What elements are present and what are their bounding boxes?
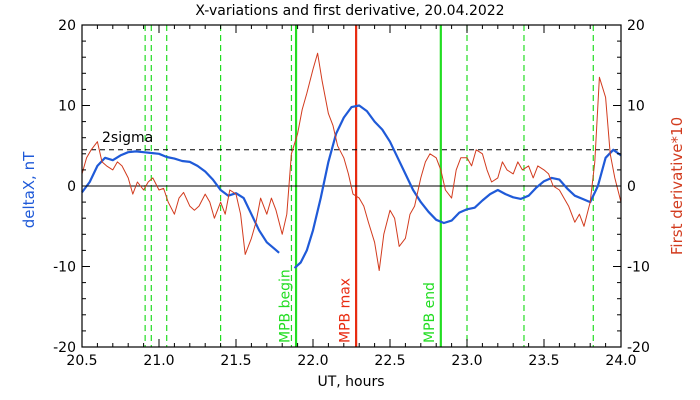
chart-title: X-variations and first derivative, 20.04…: [195, 3, 504, 19]
y-axis-label-left: deltaX, nT: [20, 151, 38, 228]
y-tick-label-left: 0: [67, 179, 76, 195]
annotation-mpb-max: MPB max: [338, 278, 354, 343]
x-tick-label: 21.5: [220, 353, 251, 369]
x-tick-label: 23.0: [451, 353, 482, 369]
annotation-mpb-begin: MPB begin: [277, 269, 293, 343]
y-tick-label-right: -10: [627, 260, 650, 276]
x-axis-label: UT, hours: [317, 374, 384, 390]
y-tick-label-left: -10: [53, 260, 76, 276]
y-tick-label-left: 10: [58, 99, 76, 115]
series-lines: [81, 52, 622, 271]
y-tick-label-right: -20: [627, 340, 650, 356]
y-tick-label-left: 20: [58, 18, 76, 34]
annotation-mpb-end: MPB end: [422, 282, 438, 343]
x-tick-label: 21.0: [143, 353, 174, 369]
y-tick-label-right: 0: [627, 179, 636, 195]
x-tick-label: 22.5: [374, 353, 405, 369]
derivative-series: [81, 52, 622, 271]
deltax-series-1: [81, 150, 280, 254]
axis-ticks: 20.5 21.0 21.5 22.0 22.5 23.0 23.5 24.0-20 -20-1…: [53, 18, 650, 369]
x-tick-label: 22.0: [297, 353, 328, 369]
deltax-series-2: [293, 104, 622, 269]
sigma-label: 2sigma: [102, 130, 153, 146]
y-tick-label-right: 10: [627, 99, 645, 115]
y-tick-label-right: 20: [627, 18, 645, 34]
x-tick-label: 24.0: [605, 353, 636, 369]
y-axis-label-right: First derivative*10: [668, 117, 686, 255]
x-tick-label: 20.5: [66, 353, 97, 369]
mpb-annotations: MPB begin MPB max MPB end: [277, 269, 438, 343]
y-tick-label-left: -20: [53, 340, 76, 356]
x-tick-label: 23.5: [528, 353, 559, 369]
